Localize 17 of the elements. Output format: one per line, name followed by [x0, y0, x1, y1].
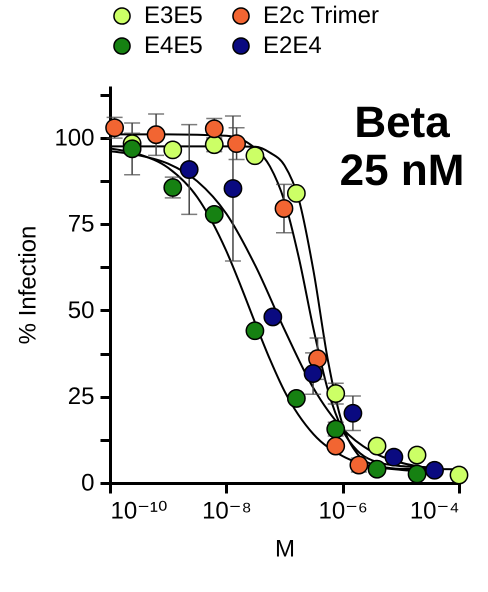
x-axis-title: M — [275, 536, 295, 562]
y-tick-label: 50 — [68, 296, 94, 324]
x-tick-label: 10⁻⁶ — [318, 498, 368, 524]
legend-label: E3E5 — [144, 2, 203, 29]
x-tick-label: 10⁻¹⁰ — [110, 498, 168, 524]
x-tick-label: 10⁻⁸ — [202, 498, 252, 524]
y-tick-label: 100 — [54, 124, 94, 152]
legend-label: E2E4 — [263, 32, 322, 59]
y-tick-label: 0 — [81, 470, 94, 496]
annotation: Beta — [354, 98, 450, 147]
legend-label: E4E5 — [144, 32, 203, 59]
y-tick-label: 75 — [68, 210, 94, 238]
legend-label: E2c Trimer — [263, 2, 380, 29]
y-tick-label: 25 — [68, 383, 94, 410]
y-axis-title: % Infection — [14, 226, 42, 344]
annotation: 25 nM — [340, 146, 464, 195]
x-tick-label: 10⁻⁴ — [410, 498, 460, 524]
